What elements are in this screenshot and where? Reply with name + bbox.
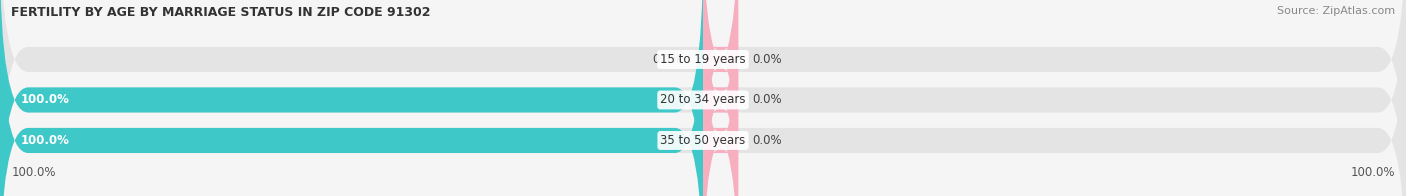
Text: 0.0%: 0.0% <box>752 53 782 66</box>
Text: 35 to 50 years: 35 to 50 years <box>661 134 745 147</box>
Text: Source: ZipAtlas.com: Source: ZipAtlas.com <box>1277 6 1395 16</box>
Text: 0.0%: 0.0% <box>752 134 782 147</box>
FancyBboxPatch shape <box>703 0 738 196</box>
FancyBboxPatch shape <box>0 0 703 196</box>
Text: 100.0%: 100.0% <box>1350 166 1395 179</box>
Text: 100.0%: 100.0% <box>11 166 56 179</box>
Text: 15 to 19 years: 15 to 19 years <box>661 53 745 66</box>
Text: 100.0%: 100.0% <box>21 93 70 106</box>
Text: 0.0%: 0.0% <box>652 53 682 66</box>
FancyBboxPatch shape <box>0 0 703 196</box>
Text: 100.0%: 100.0% <box>21 134 70 147</box>
FancyBboxPatch shape <box>703 0 738 196</box>
Text: 20 to 34 years: 20 to 34 years <box>661 93 745 106</box>
Text: FERTILITY BY AGE BY MARRIAGE STATUS IN ZIP CODE 91302: FERTILITY BY AGE BY MARRIAGE STATUS IN Z… <box>11 6 430 19</box>
FancyBboxPatch shape <box>703 0 738 196</box>
Text: 0.0%: 0.0% <box>752 93 782 106</box>
